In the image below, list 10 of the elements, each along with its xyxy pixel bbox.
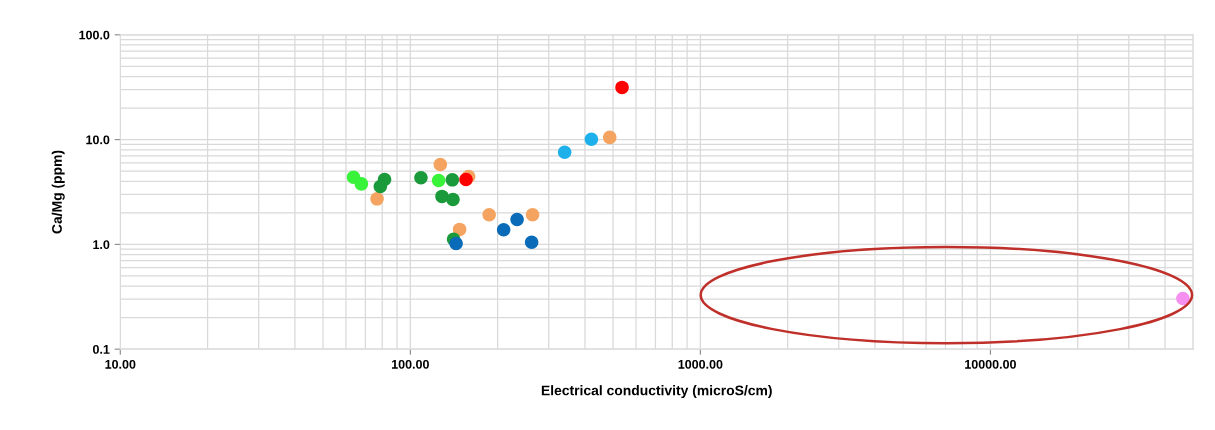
x-tick-label: 1000.00 [678,359,723,369]
x-tick-label: 10.00 [105,359,136,369]
y-tick-label: 100.0 [79,30,110,40]
y-tick-label: 1.0 [93,240,110,250]
y-tick-label: 0.1 [92,344,110,354]
y-axis-title: Ca/Mg (ppm) [51,150,65,234]
x-tick-label: 10000.00 [965,359,1016,369]
x-axis-title: Electrical conductivity (microS/cm) [541,385,772,399]
y-tick-label: 10.0 [86,135,110,145]
x-tick-label: 100.00 [392,359,429,369]
